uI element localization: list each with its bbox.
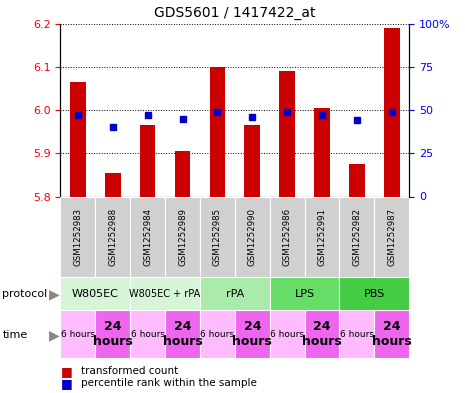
Bar [200, 310, 235, 358]
Bar [130, 196, 165, 277]
Text: W805EC: W805EC [72, 289, 119, 299]
Bar [270, 196, 305, 277]
Text: 6 hours: 6 hours [200, 330, 234, 338]
Bar [339, 310, 374, 358]
Text: GSM1252990: GSM1252990 [248, 208, 257, 266]
Bar [60, 277, 130, 310]
Text: time: time [2, 330, 27, 340]
Text: ▶: ▶ [49, 287, 60, 301]
Text: W805EC + rPA: W805EC + rPA [129, 289, 201, 299]
Text: PBS: PBS [364, 289, 385, 299]
Bar [200, 277, 270, 310]
Text: 6 hours: 6 hours [61, 330, 95, 338]
Text: 24
hours: 24 hours [302, 320, 342, 348]
Text: LPS: LPS [294, 289, 315, 299]
Bar [314, 108, 330, 196]
Bar [130, 277, 200, 310]
Bar [270, 310, 305, 358]
Bar [70, 82, 86, 196]
Text: GSM1252984: GSM1252984 [143, 208, 152, 266]
Bar [305, 310, 339, 358]
Text: ▶: ▶ [49, 328, 60, 342]
Text: 24
hours: 24 hours [232, 320, 272, 348]
Bar [270, 277, 339, 310]
Text: 6 hours: 6 hours [340, 330, 374, 338]
Text: GSM1252989: GSM1252989 [178, 208, 187, 266]
Bar [374, 310, 409, 358]
Bar [165, 196, 200, 277]
Text: 24
hours: 24 hours [163, 320, 202, 348]
Bar [60, 310, 95, 358]
Text: ■: ■ [60, 376, 72, 390]
Text: GSM1252985: GSM1252985 [213, 208, 222, 266]
Bar [200, 196, 235, 277]
Bar [384, 28, 399, 196]
Bar [130, 310, 165, 358]
Bar [175, 151, 190, 196]
Text: protocol: protocol [2, 289, 47, 299]
Text: GSM1252982: GSM1252982 [352, 208, 361, 266]
Bar [95, 310, 130, 358]
Text: 24
hours: 24 hours [93, 320, 133, 348]
Bar [339, 277, 409, 310]
Bar [279, 71, 295, 196]
Bar [140, 125, 155, 196]
Text: GSM1252986: GSM1252986 [283, 208, 292, 266]
Bar [305, 196, 339, 277]
Bar [374, 196, 409, 277]
Title: GDS5601 / 1417422_at: GDS5601 / 1417422_at [154, 6, 316, 20]
Bar [60, 196, 95, 277]
Text: rPA: rPA [226, 289, 244, 299]
Text: GSM1252987: GSM1252987 [387, 208, 396, 266]
Bar [349, 164, 365, 196]
Bar [165, 310, 200, 358]
Text: GSM1252983: GSM1252983 [73, 208, 82, 266]
Bar [235, 310, 270, 358]
Bar [235, 196, 270, 277]
Text: ■: ■ [60, 365, 72, 378]
Text: transformed count: transformed count [81, 366, 179, 376]
Bar [105, 173, 120, 196]
Text: percentile rank within the sample: percentile rank within the sample [81, 378, 257, 388]
Text: 6 hours: 6 hours [270, 330, 304, 338]
Text: 24
hours: 24 hours [372, 320, 412, 348]
Text: GSM1252991: GSM1252991 [318, 208, 326, 266]
Text: 6 hours: 6 hours [131, 330, 165, 338]
Bar [339, 196, 374, 277]
Bar [245, 125, 260, 196]
Text: GSM1252988: GSM1252988 [108, 208, 117, 266]
Bar [210, 67, 225, 196]
Bar [95, 196, 130, 277]
